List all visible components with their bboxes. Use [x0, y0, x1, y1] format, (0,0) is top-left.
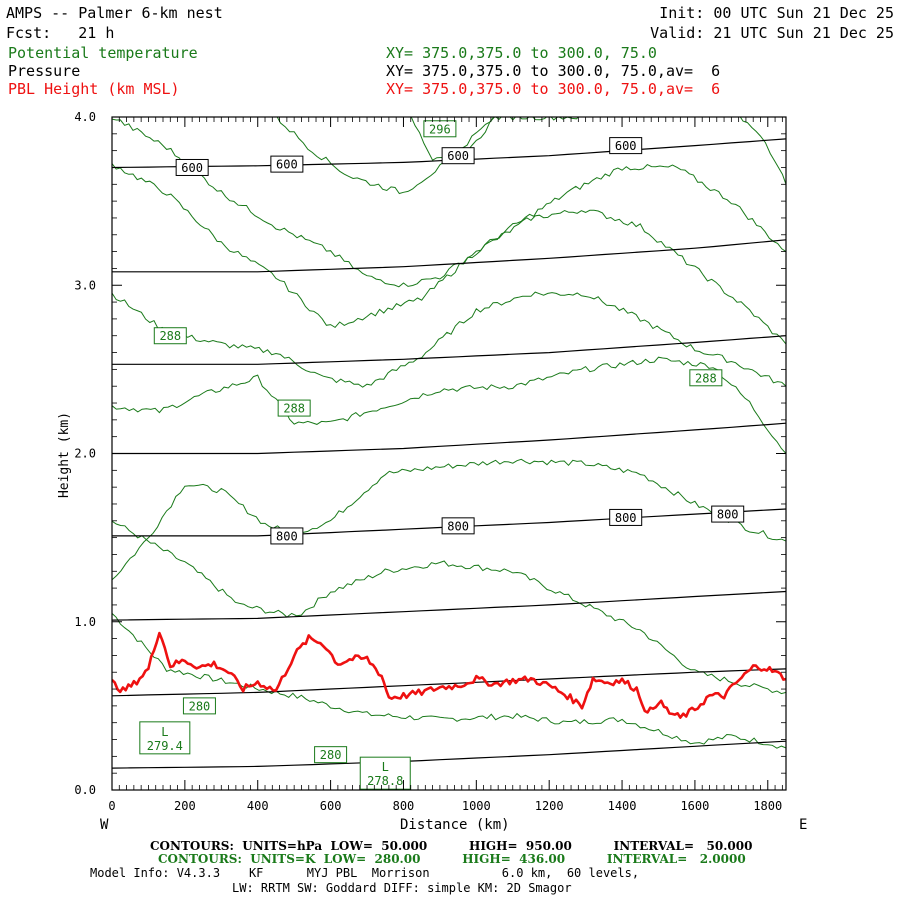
svg-text:800: 800: [717, 508, 739, 522]
svg-text:280: 280: [189, 699, 211, 713]
pressure-label-2: 600: [441, 147, 475, 165]
theta-label-2: 288: [277, 399, 311, 417]
theta-contour-9: [739, 117, 786, 185]
y-tick-label-2: 2.0: [74, 447, 96, 461]
svg-text:800: 800: [276, 529, 298, 543]
pressure-label-5: 800: [441, 517, 475, 535]
theta-contour-0: [112, 613, 786, 749]
pressure-contour-2: [112, 590, 786, 621]
svg-text:600: 600: [447, 149, 469, 163]
theta-contour-4: [112, 291, 786, 388]
x-tick-label-7: 1400: [608, 799, 637, 813]
pressure-label-3: 600: [609, 137, 643, 155]
field-pbl-height: PBL Height (km MSL): [8, 80, 180, 98]
svg-text:296: 296: [429, 122, 451, 136]
pressure-label-0: 600: [175, 158, 209, 176]
svg-text:L: L: [161, 725, 168, 739]
x-tick-label-1: 200: [174, 799, 196, 813]
x-axis-label: Distance (km): [400, 817, 510, 833]
x-tick-label-8: 1600: [680, 799, 709, 813]
pressure-contour-6: [112, 239, 786, 273]
pressure-label-7: 800: [711, 505, 745, 523]
field-pbl-height-xy: XY= 375.0,375.0 to 300.0, 75.0,av= 6: [386, 80, 721, 98]
forecast-hour: Fcst: 21 h: [6, 24, 115, 42]
y-tick-label-4: 4.0: [74, 110, 96, 124]
field-potential-temperature-xy: XY= 375.0,375.0 to 300.0, 75.0: [386, 44, 657, 62]
y-tick-label-0: 0.0: [74, 783, 96, 797]
pressure-label-6: 800: [609, 508, 643, 526]
theta-label-4: 280: [182, 697, 216, 715]
x-tick-label-5: 1000: [462, 799, 491, 813]
svg-text:280: 280: [320, 748, 342, 762]
theta-label-0: 296: [423, 120, 457, 138]
svg-text:279.4: 279.4: [147, 739, 183, 753]
svg-text:278.8: 278.8: [367, 774, 403, 788]
pressure-contour-1: [112, 668, 786, 697]
valid-time: Valid: 21 UTC Sun 21 Dec 25: [650, 24, 894, 42]
x-tick-label-6: 1200: [535, 799, 564, 813]
svg-text:288: 288: [695, 371, 717, 385]
pbl-height-series: [112, 631, 786, 719]
field-pressure: Pressure: [8, 62, 81, 80]
pressure-contours: [112, 138, 786, 769]
theta-contours: [112, 117, 786, 749]
x-tick-label-3: 600: [320, 799, 342, 813]
pressure-contour-0: [112, 740, 786, 769]
east-label: E: [799, 817, 807, 833]
svg-text:600: 600: [276, 158, 298, 172]
pressure-label-4: 800: [270, 527, 304, 545]
svg-text:288: 288: [159, 329, 181, 343]
axes: 0 200 400 600 800 1000 1200 1400 1600 1800 0.0 1.0 2…: [74, 110, 787, 813]
svg-text:288: 288: [283, 402, 305, 416]
theta-label-3: 288: [689, 369, 723, 387]
pressure-label-1: 600: [270, 155, 304, 173]
theta-contour-1: [112, 520, 786, 695]
y-axis-label: Height (km): [57, 412, 72, 498]
pressure-contour-4: [112, 422, 786, 455]
theta-contour-2: [112, 458, 786, 581]
svg-text:600: 600: [181, 161, 203, 175]
theta-contour-6: [112, 118, 786, 288]
x-tick-label-9: 1800: [753, 799, 782, 813]
svg-text:800: 800: [615, 511, 637, 525]
y-tick-label-3: 3.0: [74, 278, 96, 292]
chart-title: AMPS -- Palmer 6-km nest: [6, 4, 223, 22]
theta-label-1: 288: [153, 327, 187, 345]
physics-info: LW: RRTM SW: Goddard DIFF: simple KM: 2D…: [232, 881, 572, 895]
field-pressure-xy: XY= 375.0,375.0 to 300.0, 75.0,av= 6: [386, 62, 721, 80]
init-time: Init: 00 UTC Sun 21 Dec 25: [659, 4, 894, 22]
svg-text:800: 800: [447, 519, 469, 533]
x-tick-label-0: 0: [108, 799, 115, 813]
svg-text:L: L: [382, 760, 389, 774]
pressure-contour-info: CONTOURS: UNITS=hPa LOW= 50.000 HIGH= 95…: [150, 839, 753, 853]
theta-contour-info: CONTOURS: UNITS=K LOW= 280.00 HIGH= 436.…: [158, 852, 746, 866]
west-label: W: [100, 817, 109, 833]
y-tick-label-1: 1.0: [74, 615, 96, 629]
theta-label-5: 280: [314, 746, 348, 764]
theta-contour-3: [112, 356, 786, 454]
x-tick-label-4: 800: [393, 799, 415, 813]
x-tick-label-2: 400: [247, 799, 269, 813]
theta-contour-5: [112, 163, 786, 345]
pbl-height-line: [112, 631, 786, 719]
svg-text:600: 600: [615, 139, 637, 153]
field-potential-temperature: Potential temperature: [8, 44, 198, 62]
pressure-contour-5: [112, 335, 786, 365]
contour-labels: 600 600 600 600 800 800 800 800 296 288 288 288 280 2…: [139, 120, 745, 790]
model-info: Model Info: V4.3.3 KF MYJ PBL Morrison 6…: [90, 866, 640, 880]
